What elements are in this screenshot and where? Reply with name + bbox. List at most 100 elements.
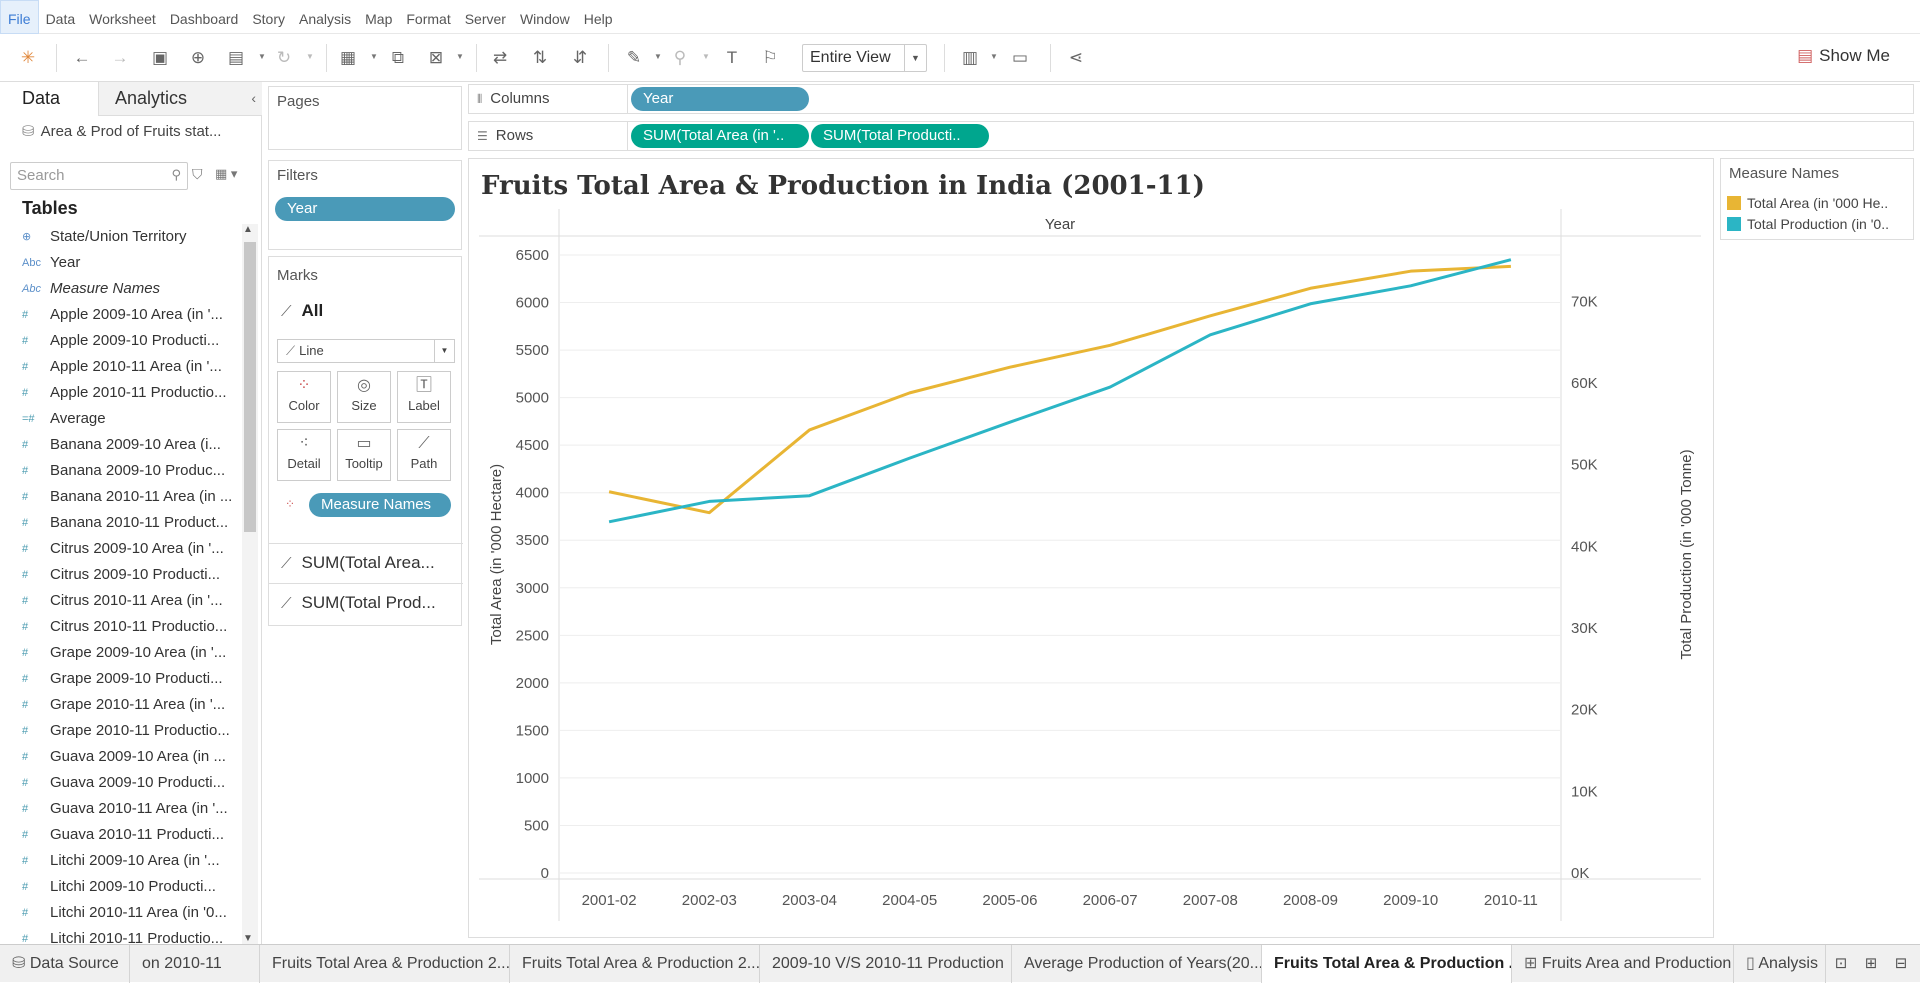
menu-data[interactable]: Data xyxy=(45,10,76,27)
columns-shelf[interactable]: ⦀ Columns Year xyxy=(468,84,1914,114)
scrollbar-thumb[interactable] xyxy=(244,242,256,532)
sheet-tab[interactable]: 2009-10 V/S 2010-11 Production xyxy=(760,945,1012,983)
field-item[interactable]: # Litchi 2009-10 Area (in '... xyxy=(0,848,240,874)
redo-icon[interactable]: → xyxy=(111,48,129,67)
field-item[interactable]: # Citrus 2010-11 Productio... xyxy=(0,614,240,640)
sheet-tab[interactable]: ⛁ Data Source xyxy=(0,945,130,983)
field-item[interactable]: # Citrus 2009-10 Producti... xyxy=(0,562,240,588)
clear-sheet-icon[interactable]: ⊠ xyxy=(428,48,444,67)
fit-dropdown[interactable]: Entire View ▼ xyxy=(802,44,927,72)
field-item[interactable]: # Banana 2009-10 Produc... xyxy=(0,458,240,484)
field-item[interactable]: # Apple 2010-11 Productio... xyxy=(0,380,240,406)
menu-format[interactable]: Format xyxy=(406,10,451,27)
new-worksheet-tab-icon[interactable]: ⊞ xyxy=(1864,955,1878,972)
collapse-pane-icon[interactable]: ‹ xyxy=(251,90,256,106)
field-item[interactable]: # Litchi 2010-11 Area (in '0... xyxy=(0,900,240,926)
color-button[interactable]: ⁘ Color xyxy=(277,371,331,423)
field-item[interactable]: # Banana 2009-10 Area (i... xyxy=(0,432,240,458)
sort-descending-icon[interactable]: ⇵ xyxy=(572,48,588,67)
sheet-tab[interactable]: ▯ Analysis xyxy=(1734,945,1826,983)
sheet-tab[interactable]: Fruits Total Area & Production ... xyxy=(1262,945,1512,983)
label-button[interactable]: 🅃 Label xyxy=(397,371,451,423)
pause-updates-icon[interactable]: ▤ xyxy=(227,48,245,67)
swap-rows-columns-icon[interactable]: ⇄ xyxy=(492,48,508,67)
menu-dashboard[interactable]: Dashboard xyxy=(169,10,239,27)
menu-server[interactable]: Server xyxy=(464,10,506,27)
mark-type-dropdown[interactable]: ⟋ Line ▼ xyxy=(277,339,455,363)
duplicate-sheet-icon[interactable]: ⧉ xyxy=(391,48,405,67)
marks-all-tab[interactable]: ⟋ All xyxy=(281,301,323,321)
field-item[interactable]: # Citrus 2009-10 Area (in '... xyxy=(0,536,240,562)
new-dashboard-tab-icon[interactable]: ⊟ xyxy=(1894,955,1908,972)
show-mark-labels-icon[interactable]: T xyxy=(726,48,738,67)
new-data-source-tab-icon[interactable]: ⊡ xyxy=(1834,955,1848,972)
field-item[interactable]: Abc Measure Names xyxy=(0,276,240,302)
field-item[interactable]: # Citrus 2010-11 Area (in '... xyxy=(0,588,240,614)
field-item[interactable]: # Grape 2009-10 Area (in '... xyxy=(0,640,240,666)
tooltip-button[interactable]: ▭ Tooltip xyxy=(337,429,391,481)
sort-ascending-icon[interactable]: ⇅ xyxy=(532,48,548,67)
rows-shelf[interactable]: ☰ Rows SUM(Total Area (in '.. SUM(Total P… xyxy=(468,121,1914,151)
new-data-source-icon[interactable]: ⊕ xyxy=(190,48,206,67)
field-list-scrollbar[interactable]: ▲ ▼ xyxy=(242,224,258,944)
fix-axes-icon[interactable]: ⚐ xyxy=(762,48,778,67)
menu-file[interactable]: File xyxy=(0,0,39,34)
tableau-logo-icon[interactable]: ✳ xyxy=(20,48,36,67)
menu-story[interactable]: Story xyxy=(252,10,285,27)
filter-fields-icon[interactable]: ⛉ xyxy=(192,166,203,182)
refresh-icon[interactable]: ↻ xyxy=(276,48,292,67)
legend-item-total-production[interactable]: Total Production (in '0.. xyxy=(1727,216,1907,232)
field-item[interactable]: # Litchi 2009-10 Producti... xyxy=(0,874,240,900)
field-item[interactable]: # Grape 2010-11 Area (in '... xyxy=(0,692,240,718)
undo-icon[interactable]: ← xyxy=(73,48,91,67)
field-item[interactable]: # Guava 2010-11 Area (in '... xyxy=(0,796,240,822)
field-item[interactable]: # Guava 2009-10 Area (in ... xyxy=(0,744,240,770)
field-item[interactable]: # Guava 2009-10 Producti... xyxy=(0,770,240,796)
field-item[interactable]: # Banana 2010-11 Product... xyxy=(0,510,240,536)
tab-analytics[interactable]: Analytics ‹ xyxy=(98,82,262,116)
size-button[interactable]: ◎ Size xyxy=(337,371,391,423)
rows-pill-total-production[interactable]: SUM(Total Producti.. xyxy=(811,124,989,148)
menu-map[interactable]: Map xyxy=(365,10,393,27)
scroll-down-icon[interactable]: ▼ xyxy=(243,933,253,944)
search-input[interactable]: Search ⚲ xyxy=(10,162,188,190)
filters-card[interactable]: Filters Year xyxy=(268,160,462,250)
field-item[interactable]: # Apple 2009-10 Producti... xyxy=(0,328,240,354)
menu-window[interactable]: Window xyxy=(519,10,570,27)
pages-card[interactable]: Pages xyxy=(268,86,462,150)
group-members-icon[interactable]: ⚲ xyxy=(673,48,687,67)
highlight-icon[interactable]: ✎ xyxy=(626,48,642,67)
scroll-up-icon[interactable]: ▲ xyxy=(243,224,253,235)
field-item[interactable]: # Guava 2010-11 Producti... xyxy=(0,822,240,848)
sheet-tab[interactable]: on 2010-11 xyxy=(130,945,260,983)
sheet-tab[interactable]: Average Production of Years(20... xyxy=(1012,945,1262,983)
rows-pill-total-area[interactable]: SUM(Total Area (in '.. xyxy=(631,124,809,148)
field-item[interactable]: # Grape 2009-10 Producti... xyxy=(0,666,240,692)
field-item[interactable]: Abc Year xyxy=(0,250,240,276)
field-item[interactable]: ⊕ State/Union Territory xyxy=(0,224,240,250)
sheet-tab[interactable]: ⊞ Fruits Area and Production xyxy=(1512,945,1734,983)
sheet-tab[interactable]: Fruits Total Area & Production 2... xyxy=(510,945,760,983)
show-cards-icon[interactable]: ▥ xyxy=(961,48,979,67)
field-item[interactable]: # Apple 2010-11 Area (in '... xyxy=(0,354,240,380)
field-item[interactable]: # Litchi 2010-11 Productio... xyxy=(0,926,240,944)
show-me-button[interactable]: ▤ Show Me xyxy=(1797,46,1890,66)
line-chart[interactable]: Year 0 500 1000 1500 2000 2500 3000 3500 4000 4500… xyxy=(469,209,1713,937)
presentation-mode-icon[interactable]: ▭ xyxy=(1011,48,1029,67)
data-source-item[interactable]: ⛁ Area & Prod of Fruits stat... xyxy=(22,122,262,140)
menu-analysis[interactable]: Analysis xyxy=(299,10,352,27)
detail-button[interactable]: ⁖ Detail xyxy=(277,429,331,481)
path-button[interactable]: ⟋ Path xyxy=(397,429,451,481)
new-worksheet-icon[interactable]: ▦ xyxy=(339,48,357,67)
legend-item-total-area[interactable]: Total Area (in '000 He.. xyxy=(1727,195,1907,211)
field-item[interactable]: =# Average xyxy=(0,406,240,432)
view-options-icon[interactable]: ▦ ▾ xyxy=(215,166,238,181)
measure-names-pill[interactable]: Measure Names xyxy=(309,493,451,517)
filter-pill-year[interactable]: Year xyxy=(275,197,455,221)
tab-data[interactable]: Data xyxy=(22,88,61,108)
menu-worksheet[interactable]: Worksheet xyxy=(89,10,156,27)
field-item[interactable]: # Grape 2010-11 Productio... xyxy=(0,718,240,744)
save-icon[interactable]: ▣ xyxy=(151,48,169,67)
columns-pill-year[interactable]: Year xyxy=(631,87,809,111)
sheet-tab[interactable]: Fruits Total Area & Production 2... xyxy=(260,945,510,983)
